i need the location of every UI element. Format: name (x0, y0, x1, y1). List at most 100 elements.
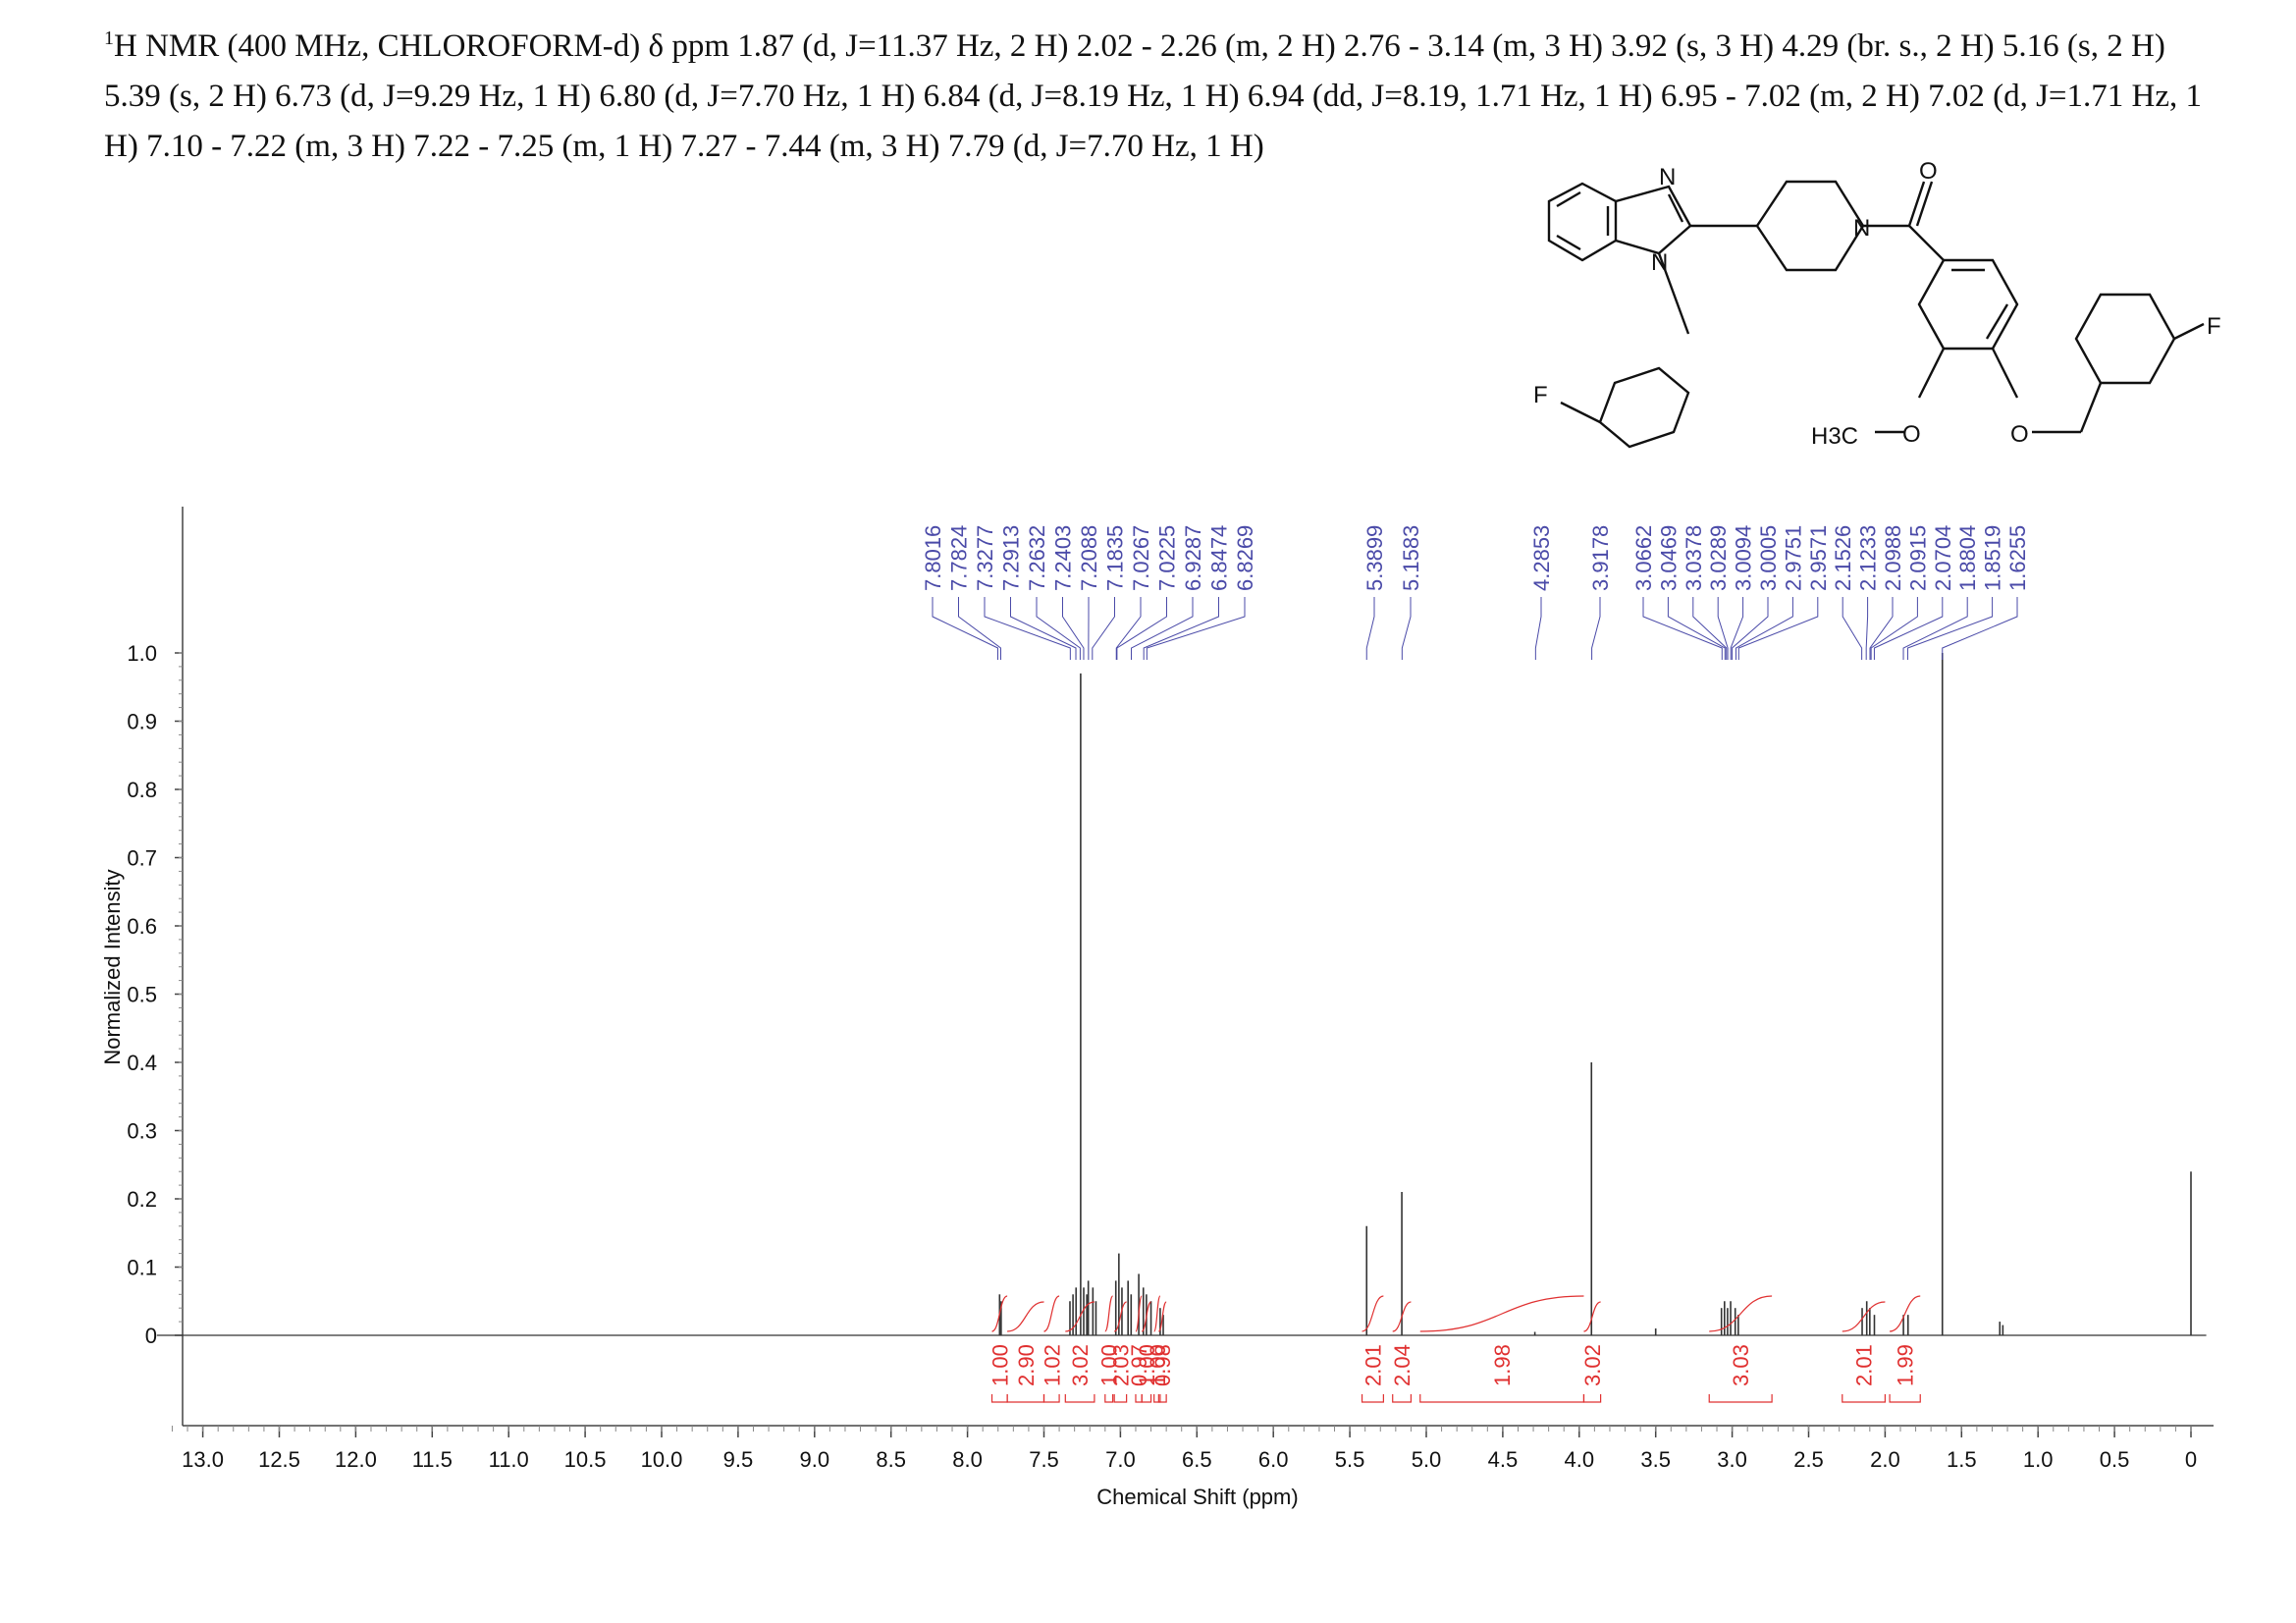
x-tick-label: 0 (2185, 1447, 2197, 1472)
integral-bracket (1104, 1394, 1114, 1403)
peak-label-leader (1401, 597, 1412, 660)
integral-value: 1.00 (988, 1344, 1012, 1386)
peak-label-leader (1642, 597, 1723, 660)
y-tick-label: 0.2 (127, 1187, 157, 1212)
x-tick-label: 12.0 (335, 1447, 377, 1472)
y-axis-ticks: 0 0.1 0.2 0.3 0.4 0.5 0.6 0.7 0.8 0.9 1.0 (127, 641, 183, 1348)
peak-label: 7.2088 (1077, 525, 1101, 591)
integral-curve (1135, 1295, 1143, 1332)
atom-n: N (1651, 249, 1668, 276)
peak-label: 1.8519 (1981, 525, 2005, 591)
y-tick-label: 0.6 (127, 914, 157, 939)
x-tick-label: 6.0 (1258, 1447, 1289, 1472)
integral-value: 2.03 (1108, 1344, 1133, 1386)
integral-curve (1842, 1301, 1886, 1332)
integral-value: 2.01 (1361, 1344, 1385, 1386)
integral-curve (1007, 1301, 1044, 1332)
peak-label: 2.1526 (1831, 525, 1855, 591)
peak-label: 4.2853 (1529, 525, 1554, 591)
integral-curve (1419, 1295, 1584, 1332)
peak-label-leader (1942, 597, 2018, 660)
integral-bracket (1419, 1394, 1585, 1403)
x-tick-label: 11.5 (412, 1447, 453, 1472)
integral-bracket (990, 1394, 1008, 1403)
integral-bracket (1042, 1394, 1060, 1403)
x-axis-title: Chemical Shift (ppm) (1096, 1485, 1298, 1509)
peak-label: 3.0094 (1732, 525, 1756, 591)
y-tick-label: 0.9 (127, 710, 157, 734)
integral-curve (1113, 1301, 1127, 1332)
peak-label-leader (1143, 597, 1219, 660)
y-tick-label: 0.1 (127, 1256, 157, 1280)
integral-bracket (1582, 1394, 1602, 1403)
peak-label: 7.2632 (1025, 525, 1049, 591)
peak-label: 3.0469 (1656, 525, 1681, 591)
integral-curve (1709, 1295, 1773, 1332)
integral-curves: 1.00 2.90 1.02 3.02 1.002.030.971.001.000.98… (988, 1295, 1921, 1403)
integral-value: 1.00 (1097, 1344, 1122, 1386)
integral-value: 3.03 (1729, 1344, 1753, 1386)
peak-label: 7.2403 (1051, 525, 1076, 591)
peak-label: 2.9571 (1806, 525, 1831, 591)
peak-label: 6.9287 (1181, 525, 1205, 591)
peak-label-leader (1146, 597, 1246, 660)
peak-label: 7.3277 (973, 525, 997, 591)
peak-label: 7.8016 (921, 525, 945, 591)
integral-curve (1153, 1295, 1161, 1332)
peak-label: 2.9751 (1781, 525, 1805, 591)
x-axis-ticks: 13.0 12.5 12.0 11.5 11.0 10.5 10.0 9.5 9.0 8.5 8.0… (171, 1426, 2197, 1472)
integral-bracket (1153, 1394, 1161, 1403)
piperidine-ring (1755, 180, 1865, 272)
integral-value: 3.02 (1068, 1344, 1093, 1386)
x-tick-label: 10.5 (564, 1447, 607, 1472)
integral-value: 3.02 (1580, 1344, 1605, 1386)
atom-o: O (1902, 421, 1921, 448)
integral-curve (991, 1295, 1008, 1332)
integral-value: 2.04 (1390, 1344, 1415, 1386)
x-tick-label: 7.0 (1105, 1447, 1136, 1472)
x-tick-label: 2.5 (1793, 1447, 1824, 1472)
integral-value: 2.90 (1014, 1344, 1039, 1386)
peak-label: 2.0988 (1881, 525, 1905, 591)
peak-label: 3.0289 (1706, 525, 1731, 591)
x-tick-label: 7.5 (1029, 1447, 1059, 1472)
peak-label-leader (1732, 597, 1769, 660)
x-tick-label: 0.5 (2100, 1447, 2130, 1472)
peak-label: 3.0005 (1756, 525, 1781, 591)
peak-label: 7.1835 (1103, 525, 1128, 591)
x-tick-label: 5.0 (1412, 1447, 1442, 1472)
peak-label: 1.8804 (1955, 525, 1980, 591)
peak-label-leader (1591, 597, 1601, 660)
structure-atom-labels: N N N O O O F F H3C (1533, 158, 2221, 450)
nucleus-mass: 1 (104, 27, 114, 49)
peak-label-leader (1365, 597, 1375, 660)
peak-label: 5.3899 (1362, 525, 1387, 591)
peak-label-leader (1842, 597, 1863, 660)
integral-bracket (1064, 1394, 1095, 1403)
atom-n: N (1853, 215, 1870, 242)
integral-curve (1157, 1301, 1167, 1332)
x-tick-label: 1.0 (2023, 1447, 2054, 1472)
y-tick-label: 0.8 (127, 778, 157, 802)
x-tick-label: 3.0 (1717, 1447, 1747, 1472)
peak-label: 7.0267 (1129, 525, 1153, 591)
peak-label-leader (958, 597, 1001, 660)
peak-label-leader (984, 597, 1071, 660)
peak-label-leader (1115, 597, 1142, 660)
integral-curve (1043, 1295, 1060, 1332)
x-tick-label: 8.5 (876, 1447, 906, 1472)
peak-label: 2.0704 (1931, 525, 1955, 591)
fluorophenyl-right (2074, 293, 2176, 385)
x-tick-label: 8.0 (952, 1447, 983, 1472)
peak-label: 2.1233 (1856, 525, 1881, 591)
peak-label-leader (1534, 597, 1542, 660)
x-tick-label: 9.5 (723, 1447, 754, 1472)
integral-bracket (1842, 1394, 1886, 1403)
peak-label: 3.0662 (1631, 525, 1656, 591)
x-tick-label: 2.0 (1870, 1447, 1900, 1472)
benzene-ring (1547, 182, 1618, 262)
integral-bracket (1006, 1394, 1045, 1403)
spectrum-trace (156, 653, 2207, 1336)
integral-bracket (1157, 1394, 1167, 1403)
x-tick-label: 12.5 (258, 1447, 300, 1472)
